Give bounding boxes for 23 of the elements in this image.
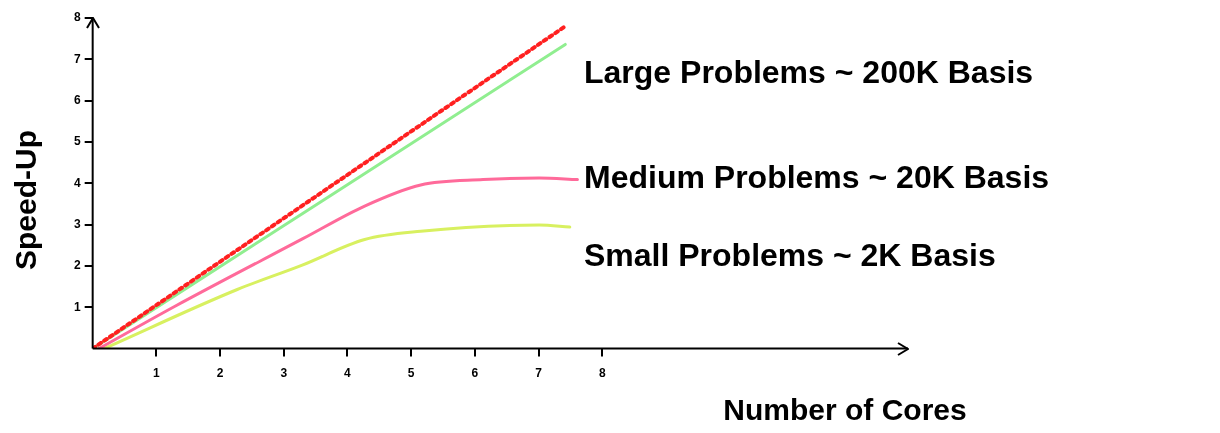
series-label: Medium Problems ~ 20K Basis xyxy=(584,159,1050,196)
x-tick-label: 4 xyxy=(344,366,352,381)
series-label: Small Problems ~ 2K Basis xyxy=(584,236,996,273)
line-series xyxy=(102,223,572,349)
x-axis-title: Number of Cores xyxy=(723,393,967,427)
x-tick-label: 6 xyxy=(471,366,479,381)
line-series xyxy=(97,176,579,349)
x-tick-label: 3 xyxy=(280,366,288,381)
x-tick-label: 2 xyxy=(216,366,224,381)
y-tick-label: 8 xyxy=(73,10,81,25)
y-tick-label: 7 xyxy=(73,51,81,66)
y-tick-label: 3 xyxy=(73,216,81,231)
series-label: Large Problems ~ 200K Basis xyxy=(584,54,1034,91)
x-tick-label: 5 xyxy=(407,366,415,381)
y-tick-label: 5 xyxy=(73,134,81,149)
y-tick-label: 6 xyxy=(73,92,81,107)
y-axis-title: Speed-Up xyxy=(9,129,43,271)
x-tick-label: 8 xyxy=(598,366,606,381)
x-tick-label: 1 xyxy=(153,366,161,381)
y-tick-label: 2 xyxy=(73,258,81,273)
y-tick-label: 1 xyxy=(73,299,81,314)
x-tick-label: 7 xyxy=(535,366,543,381)
y-tick-label: 4 xyxy=(73,175,81,190)
